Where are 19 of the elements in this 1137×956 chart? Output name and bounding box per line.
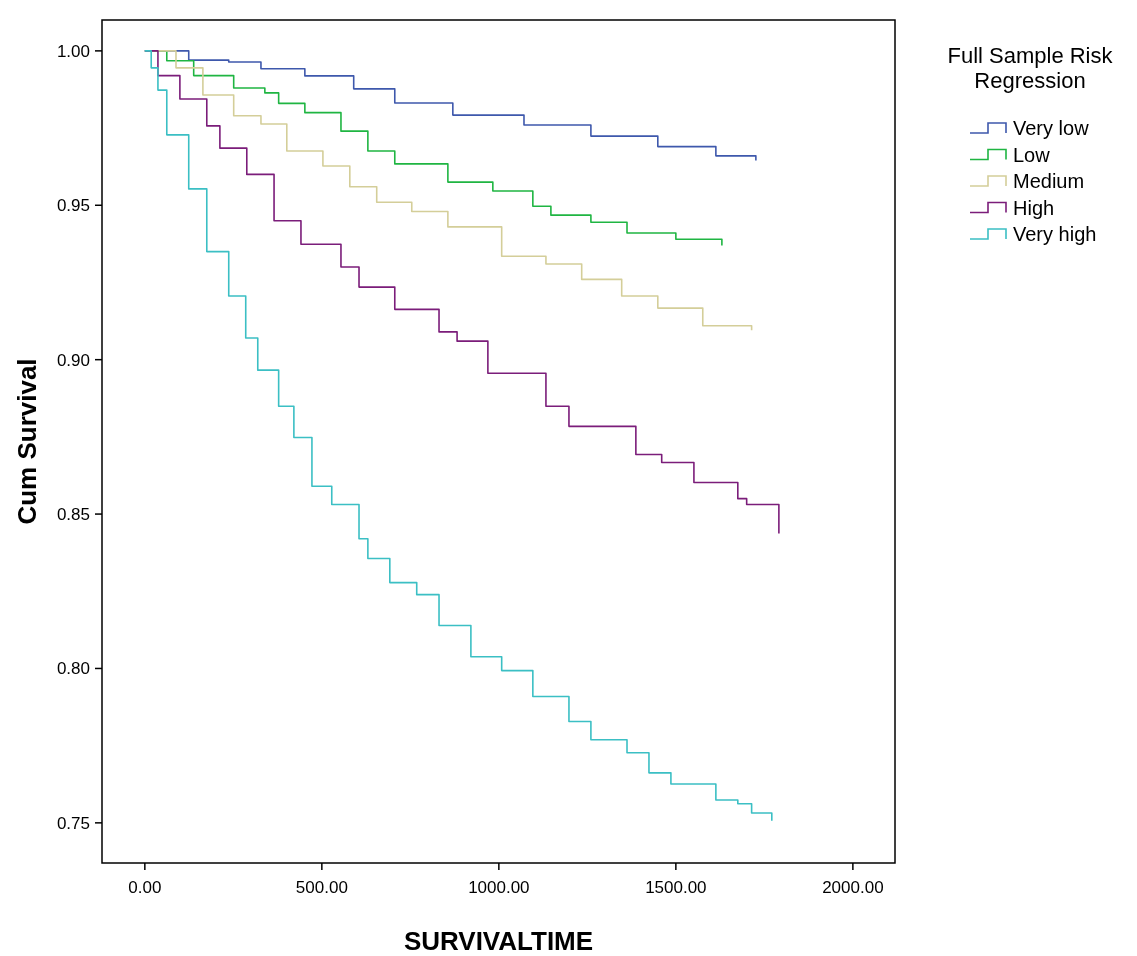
legend-label: Medium (1013, 170, 1085, 192)
x-tick-label: 0.00 (128, 878, 162, 897)
y-tick-label: 0.95 (56, 196, 90, 216)
y-tick-label: 0.80 (56, 659, 90, 679)
x-tick-label: 1500.00 (645, 878, 707, 897)
x-tick-label: 500.00 (295, 878, 348, 897)
x-tick-label: 2000.00 (822, 878, 884, 897)
y-tick-label: 0.85 (56, 505, 90, 525)
legend-title: Full Sample Risk Regression (947, 43, 1114, 93)
legend-label: High (1013, 196, 1055, 219)
y-tick-label: 0.90 (56, 350, 90, 370)
y-tick-label: 0.75 (56, 813, 90, 833)
legend-label: Very high (1013, 223, 1097, 245)
legend-label: Low (1013, 143, 1051, 166)
x-tick-label: 1000.00 (468, 878, 530, 897)
x-axis-title: SURVIVALTIME (403, 926, 594, 956)
y-axis-title: Cum Survival (12, 358, 42, 525)
legend-label: Very low (1013, 117, 1090, 139)
y-tick-label: 1.00 (56, 41, 90, 61)
